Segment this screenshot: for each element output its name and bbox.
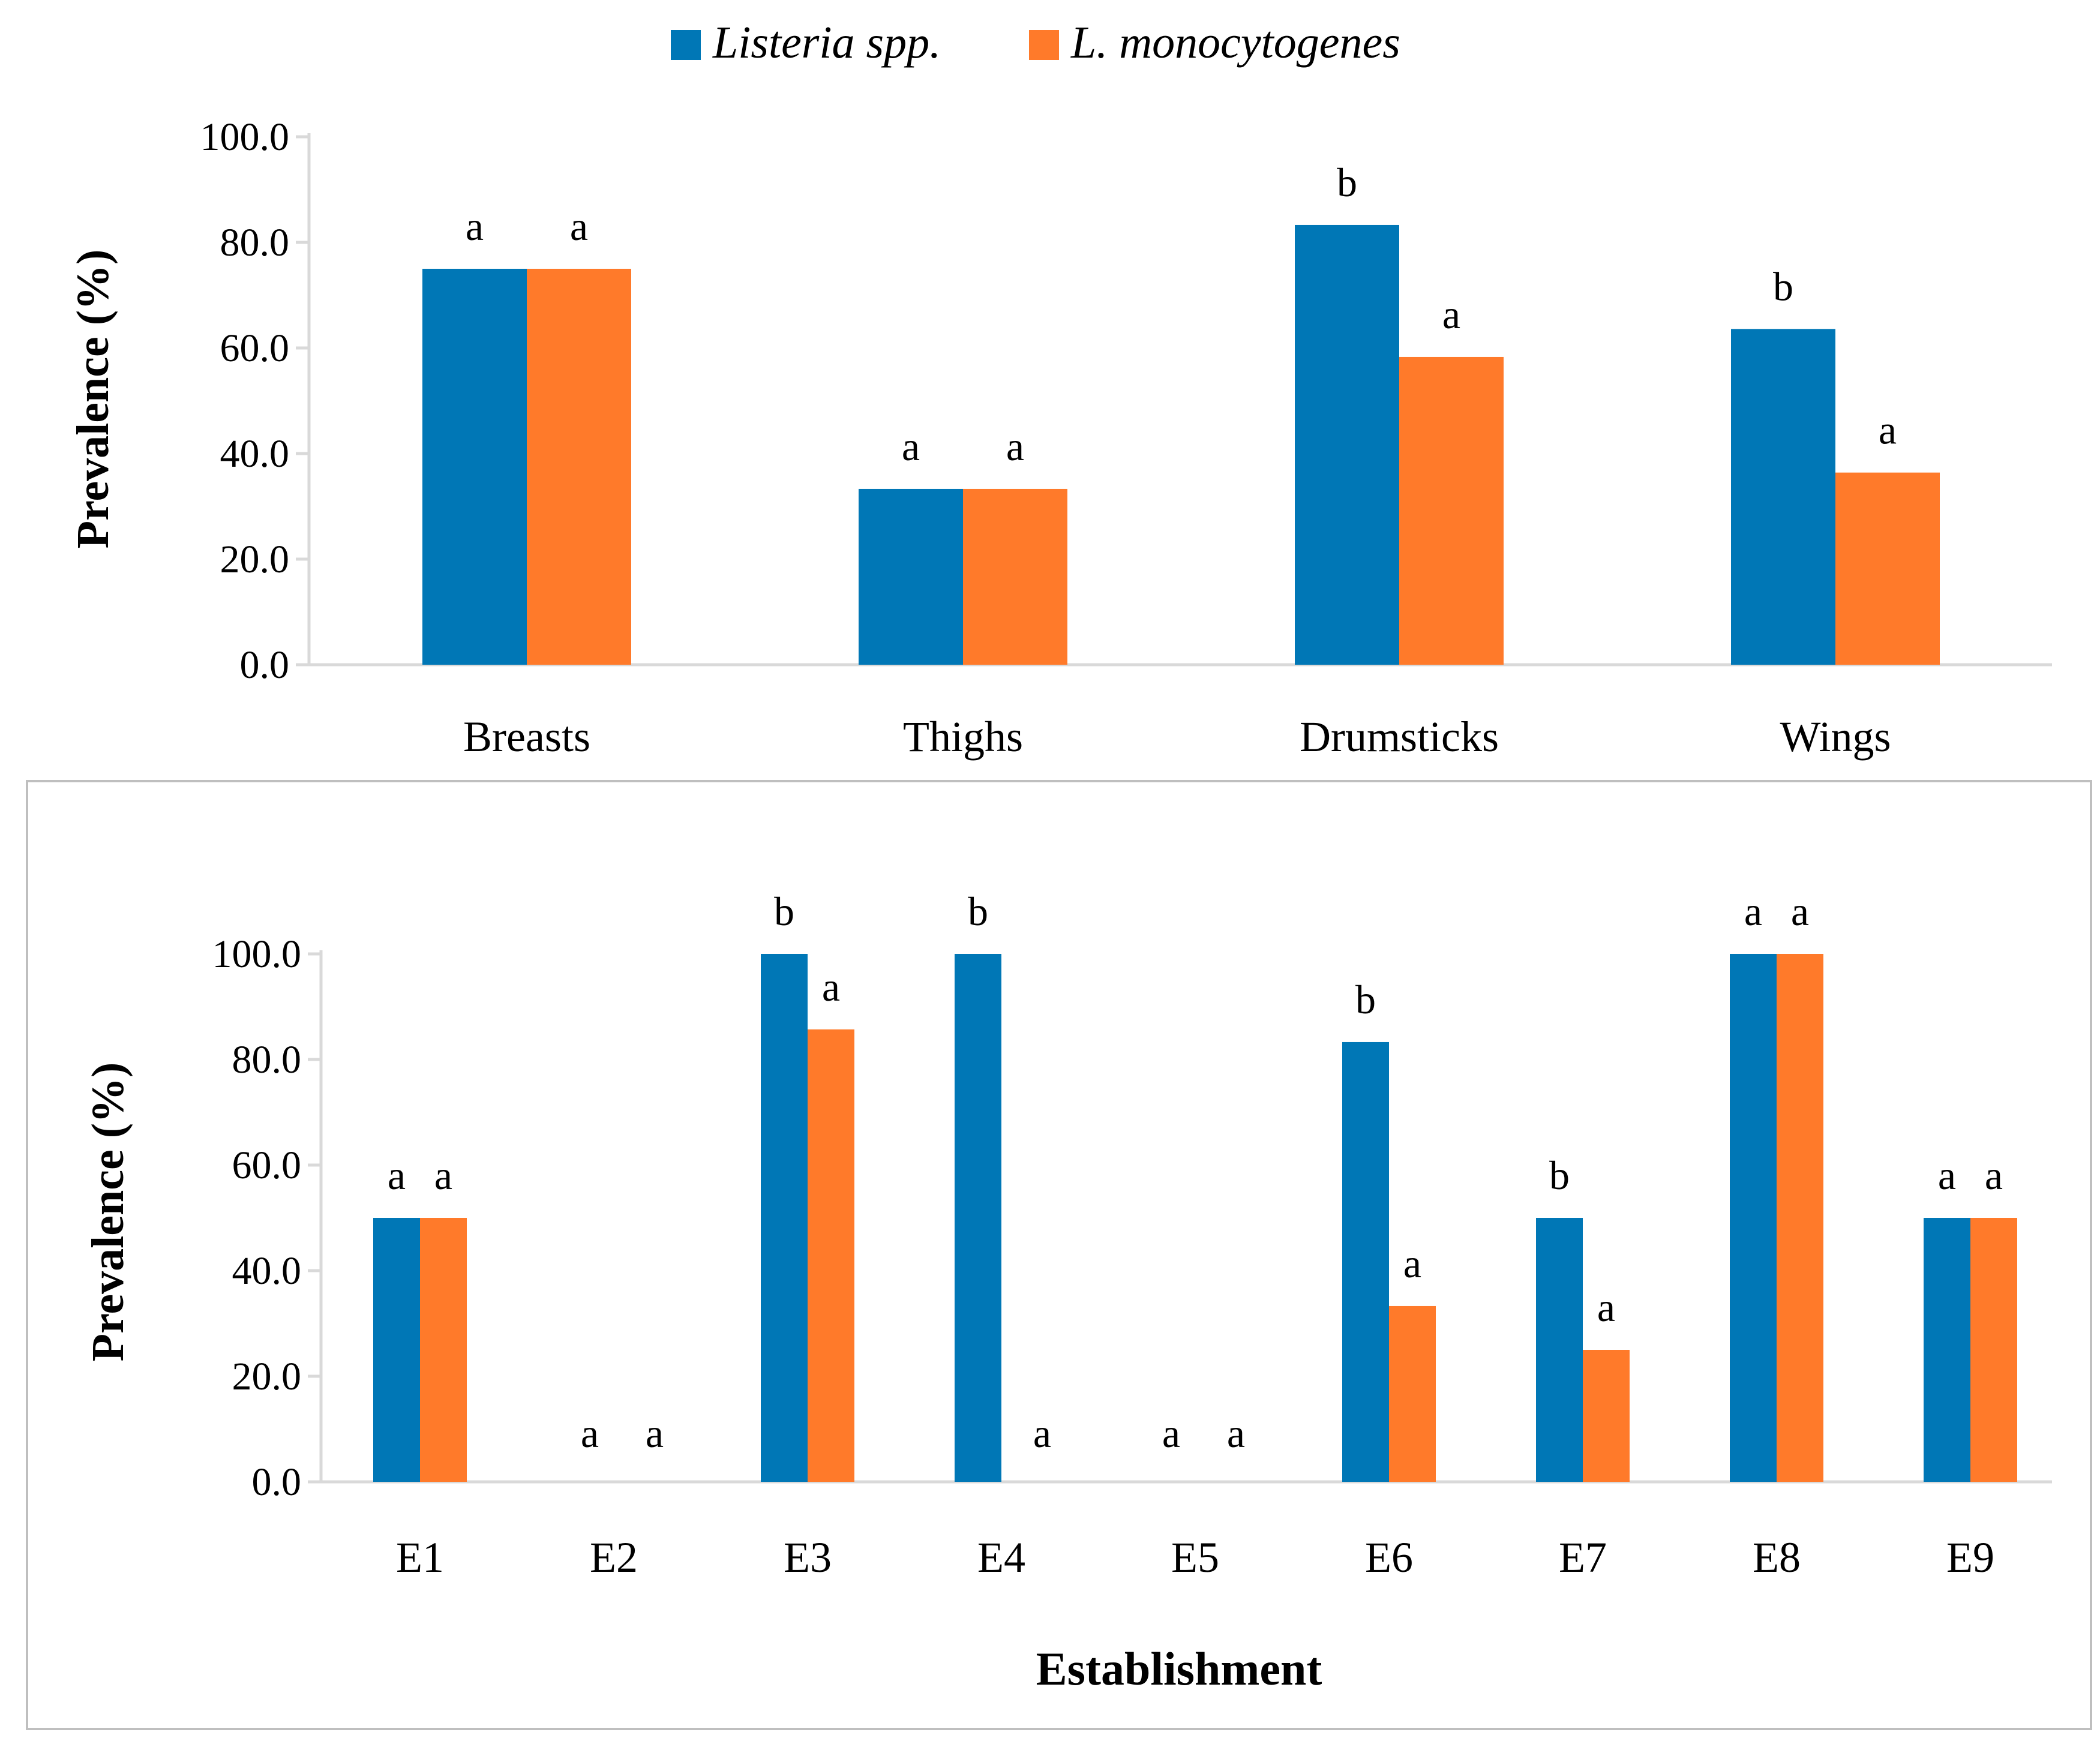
bar-mono — [1399, 356, 1504, 665]
y-tick-label: 60.0 — [232, 1143, 302, 1187]
significance-label: a — [1442, 292, 1460, 337]
legend-swatch-listeria — [671, 30, 701, 60]
significance-label: a — [1006, 424, 1024, 469]
significance-label: a — [646, 1410, 664, 1456]
bar-listeria — [955, 954, 1001, 1482]
x-tick-label: Thighs — [903, 713, 1023, 761]
significance-label: b — [1337, 160, 1357, 205]
legend-label-listeria: Listeria spp. — [712, 17, 941, 68]
significance-label: a — [1791, 888, 1809, 934]
significance-label: a — [1403, 1241, 1421, 1286]
bar-listeria — [1295, 224, 1399, 665]
y-axis-title: Prevalence (%) — [68, 250, 118, 549]
significance-label: a — [1985, 1152, 2003, 1198]
bar-mono — [1835, 472, 1940, 665]
y-axis-title: Prevalence (%) — [83, 1062, 133, 1362]
x-tick-label: E5 — [1171, 1533, 1219, 1581]
significance-label: a — [466, 203, 484, 249]
significance-label: b — [1773, 263, 1793, 309]
x-tick-label: Wings — [1780, 713, 1891, 761]
x-tick-label: Drumsticks — [1300, 713, 1499, 761]
significance-label: a — [1597, 1284, 1615, 1330]
significance-label: a — [822, 964, 840, 1010]
chart-by-establishment: Prevalence (%) Establishment 0.0 20.0 40.0… — [83, 888, 2052, 1695]
x-tick-label: E3 — [784, 1533, 832, 1581]
x-tick-label: E6 — [1365, 1533, 1413, 1581]
x-axis-title: Establishment — [1036, 1643, 1322, 1695]
bar-listeria — [1730, 954, 1777, 1482]
x-tick-label: E1 — [396, 1533, 444, 1581]
x-tick-label: Breasts — [463, 713, 590, 761]
bar-mono — [963, 488, 1067, 665]
bar-listeria — [373, 1218, 420, 1482]
legend-label-mono: L. monocytogenes — [1070, 17, 1400, 68]
x-tick-label: E9 — [1946, 1533, 1994, 1581]
y-tick-label: 40.0 — [220, 432, 290, 476]
x-tick-label: E4 — [977, 1533, 1025, 1581]
significance-label: a — [902, 424, 920, 469]
y-tick-label: 100.0 — [200, 115, 290, 159]
x-tick-label: E7 — [1559, 1533, 1607, 1581]
y-tick-label: 80.0 — [232, 1038, 302, 1082]
bar-listeria — [859, 488, 963, 665]
y-tick-label: 60.0 — [220, 326, 290, 370]
chart-by-cut: Prevalence (%) 0.0 20.0 40.0 60.0 80.0 100.0 B… — [68, 115, 2052, 761]
significance-label: a — [570, 203, 588, 249]
bar-listeria — [1924, 1218, 1970, 1482]
significance-label: b — [968, 888, 988, 934]
significance-label: a — [1227, 1410, 1245, 1456]
significance-label: a — [1938, 1152, 1956, 1198]
significance-label: a — [1162, 1410, 1180, 1456]
significance-label: b — [774, 888, 794, 934]
significance-label: b — [1355, 977, 1376, 1022]
chart-frame — [26, 780, 2092, 1730]
significance-label: a — [1033, 1410, 1051, 1456]
bar-listeria — [761, 954, 808, 1482]
y-tick-label: 80.0 — [220, 221, 290, 265]
x-tick-label: E8 — [1753, 1533, 1801, 1581]
y-tick-label: 0.0 — [252, 1460, 302, 1504]
y-tick-label: 20.0 — [220, 538, 290, 581]
y-tick-label: 40.0 — [232, 1249, 302, 1293]
legend-swatch-mono — [1029, 30, 1059, 60]
legend: Listeria spp. L. monocytogenes — [671, 17, 1400, 68]
significance-label: b — [1549, 1152, 1570, 1198]
x-tick-label: E2 — [590, 1533, 638, 1581]
y-tick-label: 100.0 — [212, 932, 302, 976]
significance-label: a — [388, 1152, 406, 1198]
bar-listeria — [422, 269, 527, 665]
bar-mono — [527, 269, 631, 665]
bar-mono — [1583, 1350, 1630, 1482]
bar-mono — [1970, 1218, 2017, 1482]
y-tick-label: 0.0 — [240, 643, 290, 687]
bar-listeria — [1536, 1218, 1583, 1482]
y-tick-label: 20.0 — [232, 1355, 302, 1398]
significance-label: a — [1744, 888, 1762, 934]
bar-mono — [420, 1218, 467, 1482]
significance-label: a — [581, 1410, 599, 1456]
bar-mono — [1777, 954, 1823, 1482]
bar-mono — [1389, 1305, 1436, 1482]
bar-listeria — [1731, 329, 1835, 665]
significance-label: a — [1879, 407, 1897, 453]
significance-label: a — [434, 1152, 452, 1198]
bar-listeria — [1342, 1041, 1389, 1482]
bar-mono — [808, 1029, 854, 1482]
